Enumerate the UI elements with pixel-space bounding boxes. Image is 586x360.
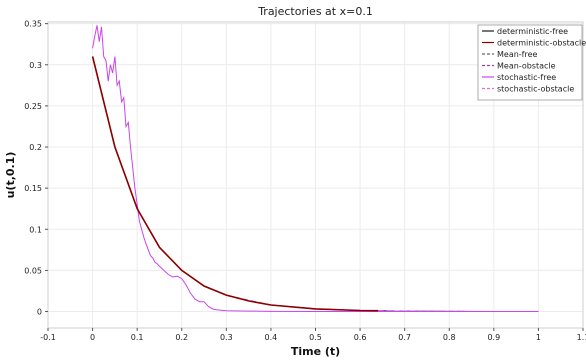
x-tick-label: 0.9 bbox=[487, 333, 500, 342]
y-tick-label: 0.1 bbox=[29, 225, 42, 234]
y-tick-label: 0.3 bbox=[29, 61, 42, 70]
legend-entry: stochastic-free bbox=[497, 73, 556, 82]
series-line-stochastic-free bbox=[92, 25, 539, 312]
x-tick-label: -0.1 bbox=[40, 333, 56, 342]
legend-box bbox=[477, 24, 583, 101]
series-line-deterministic-obstacle bbox=[91, 56, 378, 312]
y-axis-label: u(t,0.1) bbox=[4, 152, 17, 199]
legend-entry: deterministic-obstacle bbox=[497, 39, 586, 48]
x-axis-label: Time (t) bbox=[291, 345, 340, 358]
x-tick-label: 0.8 bbox=[443, 333, 456, 342]
x-tick-label: 0.7 bbox=[398, 333, 411, 342]
legend-entry: Mean-obstacle bbox=[497, 62, 556, 71]
x-axis-ticks: -0.1 0 0.1 0.2 0.3 0.4 0.5 0.6 0.7 0.8 0.9 1 1.1 bbox=[40, 328, 586, 342]
y-tick-label: 0 bbox=[37, 308, 42, 317]
x-tick-label: 0.4 bbox=[265, 333, 278, 342]
x-tick-label: 1 bbox=[536, 333, 541, 342]
y-tick-label: 0.05 bbox=[24, 266, 42, 275]
legend-entry: Mean-free bbox=[497, 50, 538, 59]
y-tick-label: 0.25 bbox=[24, 102, 42, 111]
legend-entry: deterministic-free bbox=[497, 27, 568, 36]
x-tick-label: 1.1 bbox=[577, 333, 586, 342]
y-tick-label: 0.35 bbox=[24, 20, 42, 29]
y-tick-label: 0.15 bbox=[24, 184, 42, 193]
x-tick-label: 0.5 bbox=[309, 333, 322, 342]
series-layer bbox=[91, 25, 539, 312]
legend-entry: stochastic-obstacle bbox=[497, 85, 574, 94]
y-axis-ticks: 0 0.05 0.1 0.15 0.2 0.25 0.3 0.35 bbox=[24, 20, 48, 317]
x-tick-label: 0.1 bbox=[131, 333, 144, 342]
x-tick-label: 0.2 bbox=[175, 333, 188, 342]
x-tick-label: 0.3 bbox=[220, 333, 233, 342]
chart-title: Trajectories at x=0.1 bbox=[257, 5, 373, 18]
x-tick-label: 0.6 bbox=[354, 333, 367, 342]
x-tick-label: 0 bbox=[90, 333, 95, 342]
y-tick-label: 0.2 bbox=[29, 143, 42, 152]
legend: deterministic-free deterministic-obstacle… bbox=[477, 24, 586, 101]
